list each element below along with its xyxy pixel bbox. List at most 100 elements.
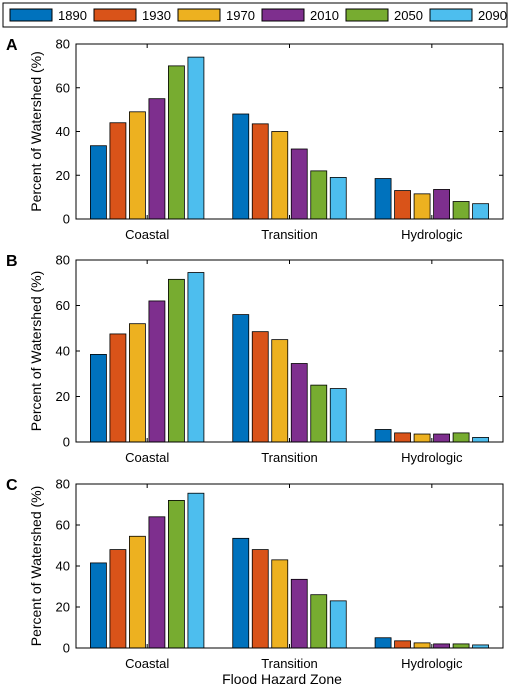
legend-swatch-2010 (261, 8, 305, 22)
bar-transition-1970 (271, 559, 289, 649)
bar-transition-2090 (329, 388, 347, 443)
legend-label-1930: 1930 (142, 8, 171, 23)
bar-coastal-1890 (90, 562, 107, 649)
panel-letter: B (6, 253, 18, 270)
bar-transition-2090 (329, 600, 347, 649)
bar-hydrologic-1890 (374, 637, 392, 649)
bar-hydrologic-1970 (413, 433, 431, 443)
y-tick-label: 80 (56, 477, 70, 492)
legend-label-1970: 1970 (226, 8, 255, 23)
panels: A Percent of Watershed (%) Coastal Transiti… (6, 37, 504, 671)
bar-transition-2090 (329, 177, 347, 220)
y-tick-label: 0 (63, 435, 70, 450)
panel-B: B Percent of Watershed (%) Coastal Transiti… (6, 253, 504, 465)
bar-hydrologic-2050 (452, 432, 470, 443)
y-axis-label: Percent of Watershed (%) (28, 51, 44, 212)
bar-coastal-1890 (90, 354, 107, 443)
bar-coastal-2050 (168, 278, 185, 443)
legend-label-2090: 2090 (478, 8, 507, 23)
bar-coastal-2090 (187, 272, 205, 443)
panel-A: A Percent of Watershed (%) Coastal Transiti… (6, 37, 504, 242)
axes-box (75, 43, 504, 220)
y-tick-label: 60 (56, 518, 70, 533)
legend-swatch-1930 (93, 8, 137, 22)
bar-hydrologic-2090 (472, 437, 489, 443)
x-tick-label: Hydrologic (401, 656, 463, 671)
x-tick-label: Transition (261, 450, 318, 465)
y-tick-label: 20 (56, 389, 70, 404)
y-tick-label: 80 (56, 37, 70, 52)
bar-coastal-2050 (168, 499, 185, 649)
bar-coastal-1930 (109, 333, 127, 443)
legend-box (2, 2, 508, 28)
x-axis-label: Flood Hazard Zone (222, 671, 342, 687)
bar-transition-2050 (310, 170, 328, 220)
bar-transition-1890 (232, 113, 250, 220)
bar-coastal-2010 (148, 300, 166, 443)
y-tick-label: 60 (56, 298, 70, 313)
y-tick-label: 0 (63, 641, 70, 656)
bar-transition-2050 (310, 384, 328, 443)
y-tick-label: 40 (56, 559, 70, 574)
bar-hydrologic-1890 (374, 429, 392, 443)
x-tick-label: Coastal (125, 656, 169, 671)
legend-label-2010: 2010 (310, 8, 339, 23)
x-tick-label: Hydrologic (401, 450, 463, 465)
x-tick-label: Transition (261, 656, 318, 671)
bar-transition-1930 (251, 549, 269, 649)
legend-swatch-1970 (177, 8, 221, 22)
bar-hydrologic-1930 (394, 640, 411, 649)
y-axis-label: Percent of Watershed (%) (28, 486, 44, 647)
bar-transition-1890 (232, 314, 250, 443)
x-tick-label: Hydrologic (401, 227, 463, 242)
bar-hydrologic-2050 (452, 201, 470, 220)
bar-coastal-1930 (109, 122, 127, 220)
bar-hydrologic-1970 (413, 642, 431, 649)
bar-hydrologic-2090 (472, 203, 489, 220)
y-tick-label: 20 (56, 600, 70, 615)
bar-transition-1970 (271, 131, 289, 220)
bar-coastal-2050 (168, 65, 185, 220)
bar-coastal-1970 (129, 111, 146, 220)
bar-coastal-2090 (187, 492, 205, 649)
bar-transition-2050 (310, 594, 328, 649)
y-tick-label: 0 (63, 212, 70, 227)
y-tick-label: 20 (56, 168, 70, 183)
x-tick-label: Coastal (125, 450, 169, 465)
y-tick-label: 40 (56, 124, 70, 139)
bar-coastal-1970 (129, 535, 146, 649)
bar-transition-1970 (271, 339, 289, 443)
bar-transition-1890 (232, 537, 250, 649)
bar-hydrologic-2010 (433, 643, 450, 649)
axes-box (75, 483, 504, 649)
legend-label-1890: 1890 (58, 8, 87, 23)
bar-coastal-2010 (148, 98, 166, 220)
y-tick-label: 80 (56, 253, 70, 268)
panel-letter: A (6, 37, 18, 54)
y-axis-label: Percent of Watershed (%) (28, 271, 44, 432)
bar-hydrologic-2010 (433, 433, 450, 443)
panel-letter: C (6, 477, 18, 494)
bar-coastal-1890 (90, 145, 107, 220)
y-tick-label: 40 (56, 344, 70, 359)
bar-transition-1930 (251, 331, 269, 443)
legend-swatch-1890 (9, 8, 53, 22)
bar-coastal-1970 (129, 323, 146, 443)
bar-transition-2010 (290, 363, 308, 443)
bar-hydrologic-1930 (394, 190, 411, 220)
legend: 1890 1930 1970 2010 2050 2090 (2, 2, 508, 28)
bar-hydrologic-1970 (413, 193, 431, 220)
bar-transition-1930 (251, 123, 269, 220)
bar-hydrologic-1930 (394, 432, 411, 443)
y-tick-label: 60 (56, 80, 70, 95)
bar-coastal-2010 (148, 516, 166, 649)
bar-hydrologic-2010 (433, 189, 450, 220)
axes-box (75, 259, 504, 443)
x-tick-label: Transition (261, 227, 318, 242)
legend-swatch-2090 (429, 8, 473, 22)
legend-swatch-2050 (345, 8, 389, 22)
bar-hydrologic-1890 (374, 178, 392, 220)
bar-coastal-2090 (187, 56, 205, 220)
x-tick-label: Coastal (125, 227, 169, 242)
